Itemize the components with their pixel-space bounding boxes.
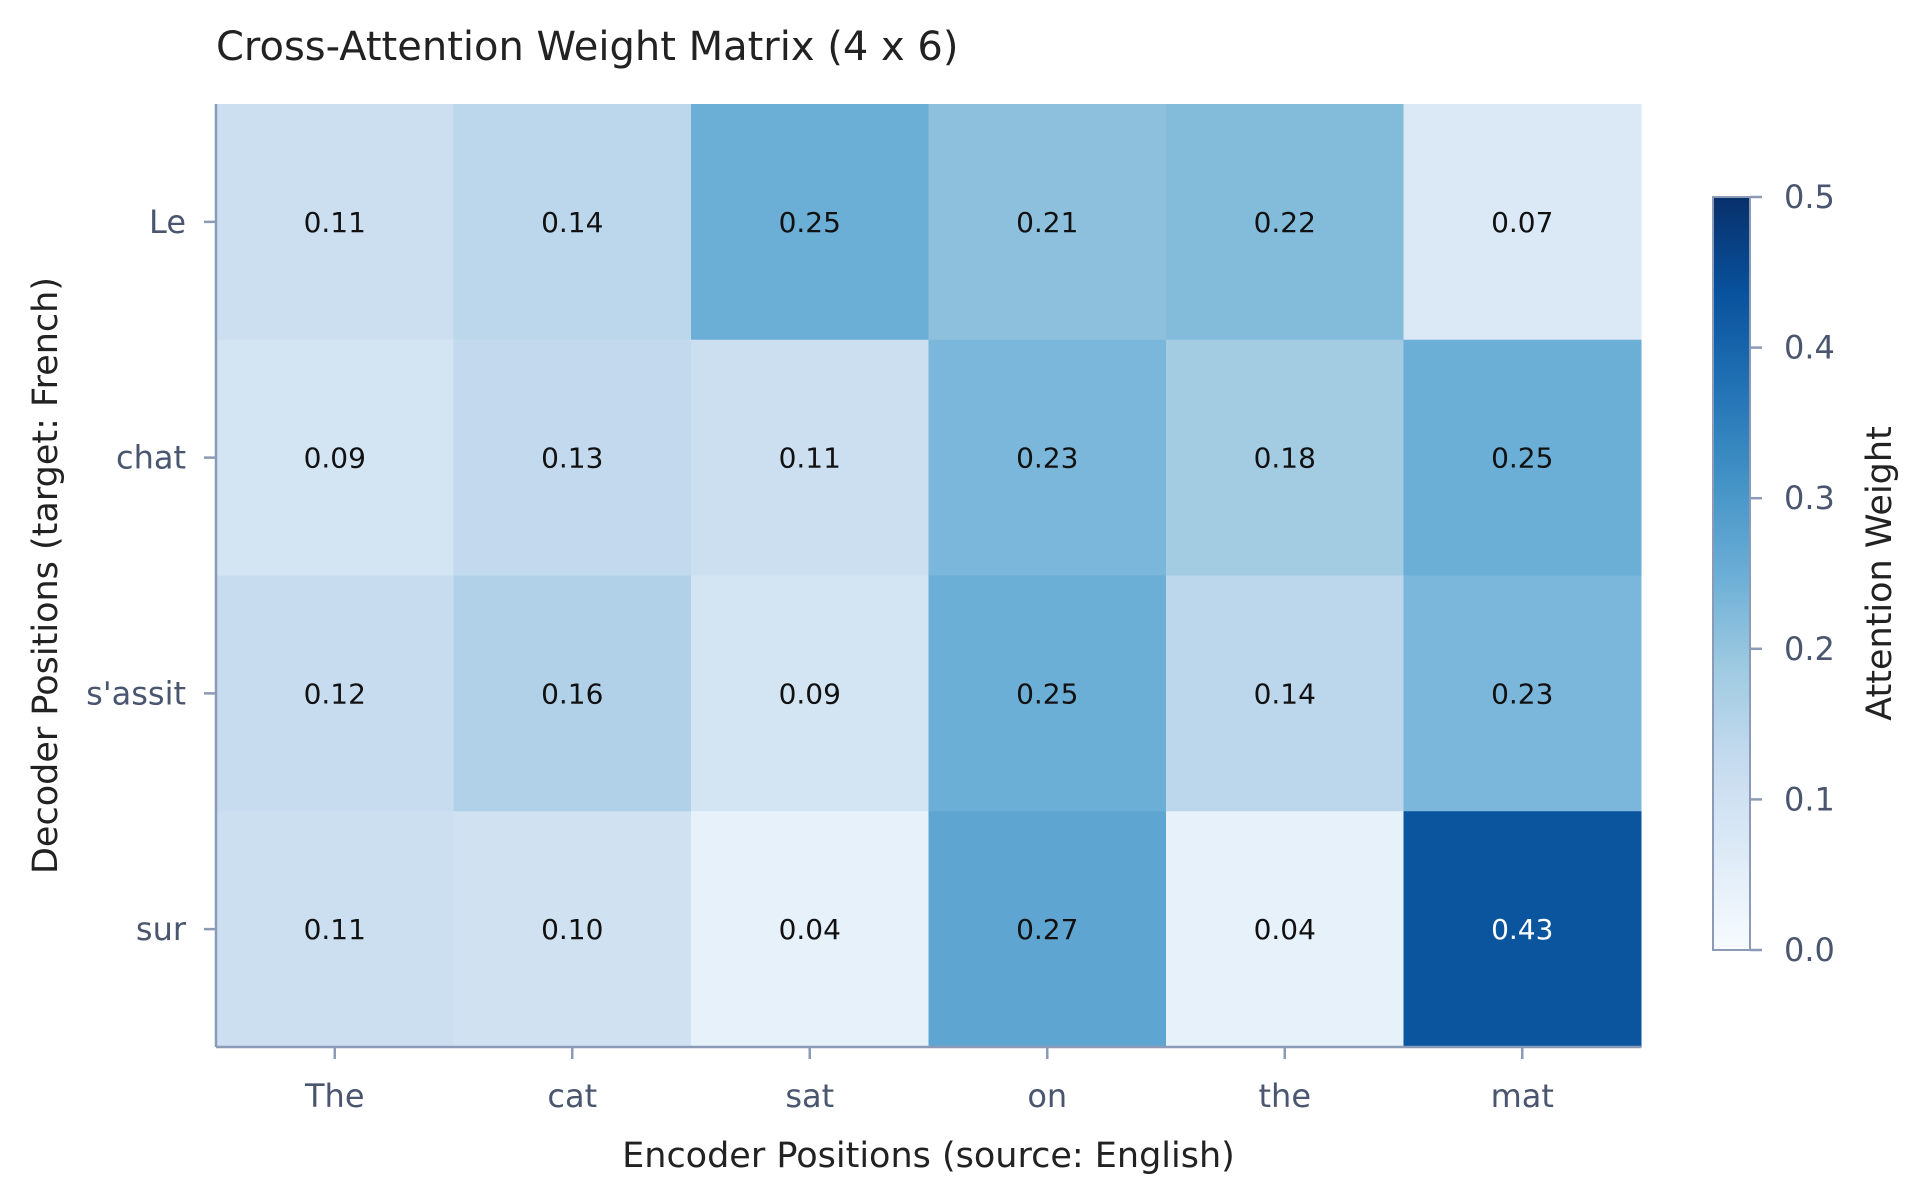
x-tick-label: on [1027, 1077, 1067, 1115]
heatmap-cell [1166, 339, 1404, 576]
heatmap-cell-value: 0.14 [541, 206, 603, 239]
x-tick-label: cat [547, 1077, 597, 1115]
heatmap-cell [1403, 575, 1642, 812]
heatmap-cell-value: 0.27 [1016, 913, 1078, 946]
heatmap-cell-value: 0.07 [1491, 206, 1553, 239]
heatmap-cell [1403, 104, 1642, 341]
x-axis-label: Encoder Positions (source: English) [622, 1136, 1235, 1176]
x-axis-ticks: The cat sat on the mat [304, 1047, 1554, 1115]
colorbar-tick-label: 0.3 [1784, 479, 1835, 517]
heatmap-cell-value: 0.09 [304, 442, 366, 475]
heatmap-cell [928, 339, 1167, 576]
heatmap-cell [216, 339, 454, 576]
colorbar-gradient [1712, 196, 1751, 951]
y-tick-label: Le [149, 203, 186, 241]
heatmap-cell [928, 811, 1167, 1048]
heatmap-cell-value: 0.22 [1254, 206, 1316, 239]
colorbar-label: Attention Weight [1860, 426, 1900, 721]
heatmap-cell-value: 0.12 [304, 677, 366, 710]
heatmap-cell-value: 0.25 [1491, 442, 1553, 475]
heatmap-cell-value: 0.04 [1254, 913, 1316, 946]
heatmap-cell [216, 811, 454, 1048]
heatmap-cell [691, 104, 929, 341]
heatmap-cell [1166, 575, 1404, 812]
y-tick-label: chat [116, 439, 186, 477]
heatmap-cell-value: 0.25 [1016, 677, 1078, 710]
colorbar-ticks: 0.0 0.1 0.2 0.3 0.4 0.5 [1750, 178, 1835, 969]
heatmap-axes [214, 104, 1641, 1049]
heatmap-cell-value: 0.11 [304, 206, 366, 239]
heatmap-cell-value: 0.14 [1254, 677, 1316, 710]
x-tick-label: The [304, 1077, 365, 1115]
heatmap-cell-value: 0.09 [779, 677, 841, 710]
heatmap-cell [1166, 811, 1404, 1048]
heatmap-cell [691, 339, 929, 576]
chart-title: Cross-Attention Weight Matrix (4 x 6) [216, 24, 958, 70]
heatmap-cell [928, 104, 1167, 341]
heatmap-cell [1166, 104, 1404, 341]
heatmap-cell [216, 575, 454, 812]
colorbar-tick-label: 0.0 [1784, 931, 1835, 969]
heatmap-cell [1403, 339, 1642, 576]
heatmap-cell-value: 0.18 [1254, 442, 1316, 475]
y-axis-label: Decoder Positions (target: French) [26, 277, 66, 874]
colorbar-tick-label: 0.1 [1784, 780, 1835, 818]
heatmap-cell-value: 0.23 [1016, 442, 1078, 475]
heatmap-cell [453, 575, 692, 812]
x-tick-label: mat [1491, 1077, 1554, 1115]
heatmap-cell-value: 0.11 [779, 442, 841, 475]
x-tick-label: the [1258, 1077, 1311, 1115]
heatmap-cell [691, 811, 929, 1048]
heatmap-cell-value: 0.43 [1491, 913, 1553, 946]
heatmap-cell-value: 0.10 [541, 913, 603, 946]
heatmap-cell-value: 0.13 [541, 442, 603, 475]
y-tick-label: s'assit [86, 674, 186, 712]
heatmap-cell-value: 0.25 [779, 206, 841, 239]
colorbar-tick-label: 0.4 [1784, 329, 1835, 367]
heatmap-cell [453, 811, 692, 1048]
heatmap-cell [1403, 811, 1642, 1048]
heatmap-cells [216, 104, 1642, 1048]
x-tick-label: sat [785, 1077, 834, 1115]
heatmap-cell-value: 0.23 [1491, 677, 1553, 710]
colorbar-tick-label: 0.5 [1784, 178, 1835, 216]
heatmap-cell-value: 0.11 [304, 913, 366, 946]
heatmap-cell-value: 0.16 [541, 677, 603, 710]
heatmap-cell [216, 104, 454, 341]
heatmap-cell [453, 339, 692, 576]
heatmap-cell-value: 0.21 [1016, 206, 1078, 239]
heatmap-cell [691, 575, 929, 812]
colorbar-tick-label: 0.2 [1784, 630, 1835, 668]
y-axis-ticks: Le chat s'assit sur [86, 203, 216, 948]
heatmap-cell-labels: 0.11 0.14 0.25 0.21 0.22 0.07 0.09 0.13 0.11 0.23… [304, 206, 1554, 946]
colorbar: 0.0 0.1 0.2 0.3 0.4 0.5 Attention Weight [1712, 178, 1900, 969]
heatmap-cell-value: 0.04 [779, 913, 841, 946]
heatmap-cell [928, 575, 1167, 812]
y-tick-label: sur [136, 910, 187, 948]
heatmap-cell [453, 104, 692, 341]
